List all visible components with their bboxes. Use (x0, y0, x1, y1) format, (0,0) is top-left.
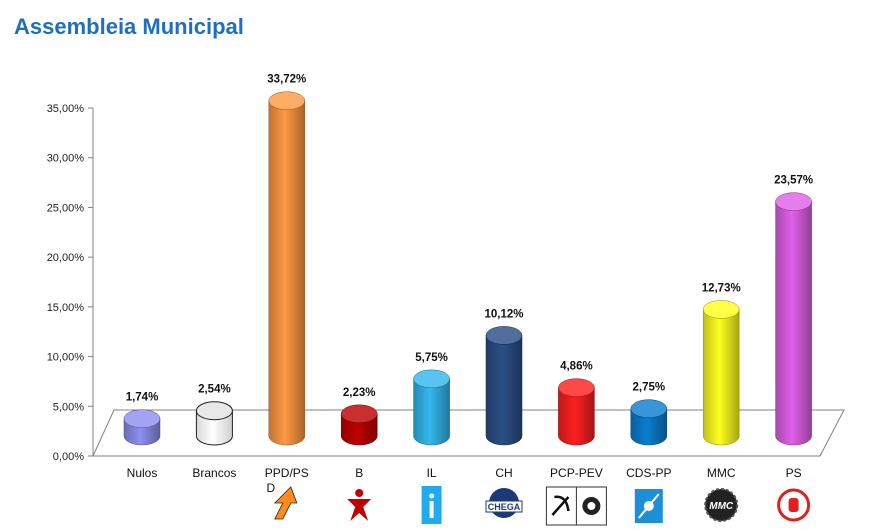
category-label: MMC (707, 466, 736, 480)
ppd-psd-logo-icon (273, 486, 298, 520)
y-tick-label: 30,00% (47, 153, 85, 165)
bar-body (558, 387, 595, 446)
data-label: 4,86% (560, 361, 593, 373)
category-label: Nulos (127, 466, 158, 480)
bar-body (485, 335, 523, 446)
bar-body (775, 201, 812, 446)
bar-body (413, 378, 450, 446)
pcp-pev-logo-icon (545, 486, 607, 526)
y-tick-label: 20,00% (47, 252, 85, 264)
bar-top (268, 91, 306, 110)
category-label: Brancos (192, 466, 236, 480)
bar-body (268, 100, 306, 446)
data-label: 2,54% (198, 384, 231, 396)
data-label: 10,12% (484, 308, 523, 320)
data-label: 12,73% (702, 282, 741, 294)
y-tick-label: 15,00% (47, 302, 85, 314)
ps-logo-icon (777, 488, 811, 522)
bar-top (123, 409, 161, 428)
data-label: 2,75% (632, 382, 665, 394)
bar-top (195, 401, 233, 421)
category-label: PCP-PEV (550, 466, 603, 480)
y-tick-label: 35,00% (47, 103, 85, 115)
data-label: 1,74% (126, 392, 159, 404)
category-label: PS (786, 466, 802, 480)
bar-top (558, 378, 595, 397)
bar-top (630, 399, 668, 418)
y-tick-label: 0,00% (53, 451, 84, 463)
y-tick-label: 10,00% (47, 352, 85, 364)
bar-top (775, 192, 812, 211)
bar-body (195, 410, 233, 446)
bar-body (630, 408, 668, 446)
chega-logo-icon: CHEGA (485, 488, 523, 518)
bar-top (340, 404, 378, 424)
svg-text:CHEGA: CHEGA (488, 502, 521, 512)
il-logo-icon (421, 486, 442, 524)
category-label: CDS-PP (626, 466, 671, 480)
svg-text:MMC: MMC (709, 501, 734, 512)
y-tick-label: 5,00% (53, 401, 84, 413)
bar-body (702, 309, 740, 446)
data-label: 5,75% (415, 352, 448, 364)
data-label: 23,57% (774, 175, 813, 187)
data-label: 2,23% (343, 387, 376, 399)
category-label: PPD/PS D (265, 466, 309, 495)
bar-top (413, 369, 450, 389)
bloco-logo-icon (347, 489, 372, 521)
data-label: 33,72% (267, 74, 306, 86)
category-label: CH (495, 466, 512, 480)
category-label: IL (427, 466, 437, 480)
bar-top (485, 326, 523, 345)
cds-pp-logo-icon (634, 489, 663, 523)
mmc-logo-icon: MMC (704, 488, 739, 522)
bar-top (702, 300, 740, 319)
category-label: B (355, 466, 363, 480)
y-tick-label: 25,00% (47, 202, 85, 214)
chart-title: Assembleia Municipal (14, 14, 244, 39)
